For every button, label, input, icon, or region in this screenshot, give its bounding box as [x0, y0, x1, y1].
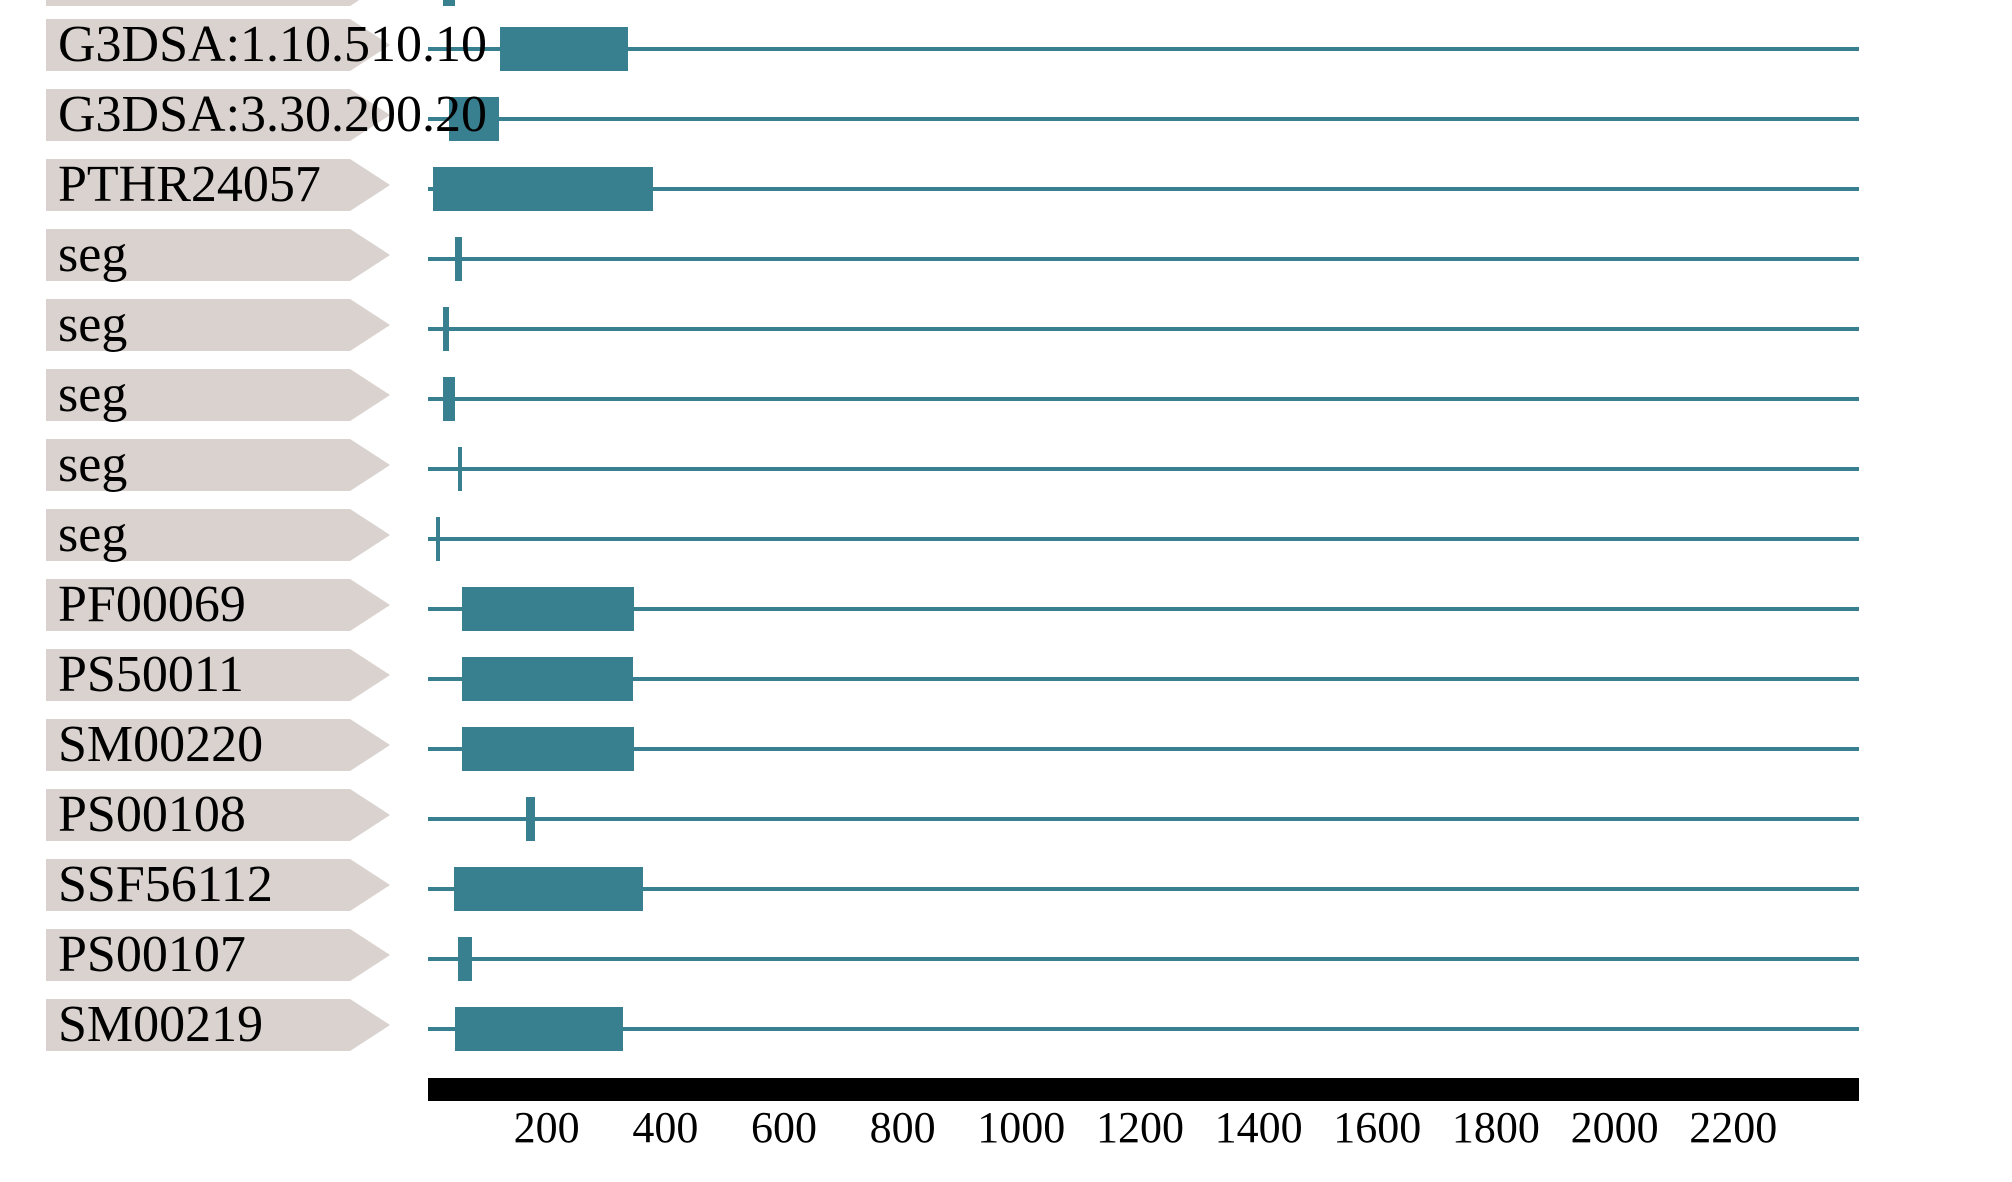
match-bar — [454, 1007, 623, 1051]
signature-label: SSF56112 — [58, 856, 273, 913]
match-bar — [449, 97, 500, 141]
sequence-line — [428, 327, 1859, 331]
sequence-line — [428, 957, 1859, 961]
signature-label: seg — [58, 366, 128, 423]
match-bar — [461, 657, 633, 701]
sequence-line — [428, 677, 1859, 681]
signature-label-box[interactable] — [46, 999, 390, 1051]
match-bar — [499, 27, 628, 71]
sequence-line — [428, 397, 1859, 401]
sequence-line — [428, 467, 1859, 471]
signature-label-box[interactable] — [46, 929, 390, 981]
axis-tick-label: 1800 — [1451, 1103, 1540, 1152]
sequence-axis-bar — [428, 1078, 1859, 1101]
axis-tick-label: 1200 — [1095, 1103, 1184, 1152]
sequence-line — [428, 887, 1859, 891]
sequence-line — [428, 607, 1859, 611]
signature-label-box[interactable] — [46, 229, 390, 281]
signature-label: SM00220 — [58, 716, 264, 773]
signature-label-box[interactable] — [46, 789, 390, 841]
signature-label-box[interactable] — [46, 509, 390, 561]
match-bar — [461, 727, 635, 771]
sequence-line — [428, 817, 1859, 821]
sequence-line — [428, 747, 1859, 751]
sequence-line — [428, 187, 1859, 191]
signature-label: PS00107 — [58, 926, 246, 983]
site-tick — [457, 447, 463, 491]
signature-label-box[interactable] — [46, 649, 390, 701]
signature-label: seg — [58, 296, 128, 353]
match-bar — [432, 167, 653, 211]
signature-label: G3DSA:3.30.200.20 — [58, 86, 488, 143]
axis-tick-label: 1400 — [1214, 1103, 1303, 1152]
match-bar — [461, 587, 635, 631]
site-tick — [457, 937, 473, 981]
signature-label-box[interactable] — [46, 89, 390, 141]
axis-tick-label: 1600 — [1333, 1103, 1422, 1152]
axis-tick-label: 800 — [869, 1103, 936, 1152]
site-tick — [442, 0, 455, 6]
sequence-line — [428, 257, 1859, 261]
signature-label-box[interactable] — [46, 439, 390, 491]
signature-label: PS50011 — [58, 646, 244, 703]
axis-tick-label: 1000 — [977, 1103, 1066, 1152]
site-tick — [454, 237, 462, 281]
signature-label-box[interactable] — [46, 19, 390, 71]
site-tick — [435, 517, 440, 561]
signature-label: SM00219 — [58, 996, 264, 1053]
axis-tick-label: 600 — [750, 1103, 817, 1152]
site-tick — [443, 377, 455, 421]
signature-label-box[interactable] — [46, 719, 390, 771]
axis-tick-label: 400 — [632, 1103, 699, 1152]
signature-label-box[interactable] — [46, 579, 390, 631]
signature-label-box[interactable] — [46, 859, 390, 911]
signature-label-box[interactable] — [46, 369, 390, 421]
site-tick — [442, 307, 450, 351]
signature-label: G3DSA:1.10.510.10 — [58, 16, 488, 73]
signature-label-box[interactable] — [46, 0, 390, 6]
sequence-line — [428, 537, 1859, 541]
signature-label-box[interactable] — [46, 299, 390, 351]
sequence-line — [428, 47, 1859, 51]
site-tick — [525, 797, 535, 841]
axis-tick-label: 2200 — [1689, 1103, 1778, 1152]
signature-label: PF00069 — [58, 576, 246, 633]
match-bar — [453, 867, 643, 911]
axis-tick-label: 200 — [513, 1103, 580, 1152]
signature-label: PTHR24057 — [58, 156, 321, 213]
signature-label: seg — [58, 506, 128, 563]
signature-label: seg — [58, 436, 128, 493]
sequence-line — [428, 117, 1859, 121]
sequence-line — [428, 1027, 1859, 1031]
signature-label: seg — [58, 226, 128, 283]
axis-tick-label: 2000 — [1570, 1103, 1659, 1152]
signature-label-box[interactable] — [46, 159, 390, 211]
signature-label: PS00108 — [58, 786, 246, 843]
